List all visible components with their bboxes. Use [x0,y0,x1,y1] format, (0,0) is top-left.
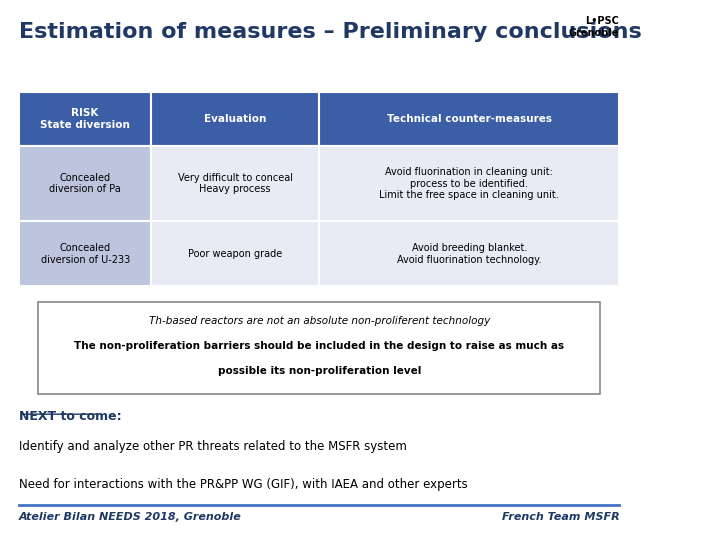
Text: Very difficult to conceal
Heavy process: Very difficult to conceal Heavy process [178,173,293,194]
FancyBboxPatch shape [38,302,600,394]
Text: L•PSC
Grenoble: L•PSC Grenoble [569,16,619,38]
Text: NEXT to come:: NEXT to come: [19,410,122,423]
FancyBboxPatch shape [151,221,319,286]
FancyBboxPatch shape [319,92,619,146]
FancyBboxPatch shape [19,92,151,146]
Text: Avoid breeding blanket.
Avoid fluorination technology.: Avoid breeding blanket. Avoid fluorinati… [397,243,541,265]
FancyBboxPatch shape [19,146,151,221]
Text: RISK
State diversion: RISK State diversion [40,108,130,130]
FancyBboxPatch shape [19,221,151,286]
Text: Concealed
diversion of U-233: Concealed diversion of U-233 [40,243,130,265]
Text: Concealed
diversion of Pa: Concealed diversion of Pa [49,173,121,194]
Text: Atelier Bilan NEEDS 2018, Grenoble: Atelier Bilan NEEDS 2018, Grenoble [19,512,242,522]
Text: Th-based reactors are not an absolute non-proliferent technology: Th-based reactors are not an absolute no… [148,316,490,326]
Text: French Team MSFR: French Team MSFR [502,512,619,522]
Text: Poor weapon grade: Poor weapon grade [188,249,282,259]
Text: Need for interactions with the PR&PP WG (GIF), with IAEA and other experts: Need for interactions with the PR&PP WG … [19,478,468,491]
Text: Evaluation: Evaluation [204,114,266,124]
FancyBboxPatch shape [151,146,319,221]
Text: The non-proliferation barriers should be included in the design to raise as much: The non-proliferation barriers should be… [74,341,564,350]
Text: Avoid fluorination in cleaning unit:
process to be identified.
Limit the free sp: Avoid fluorination in cleaning unit: pro… [379,167,559,200]
FancyBboxPatch shape [319,221,619,286]
Text: Technical counter-measures: Technical counter-measures [387,114,552,124]
Text: Estimation of measures – Preliminary conclusions: Estimation of measures – Preliminary con… [19,22,642,42]
Text: possible its non-proliferation level: possible its non-proliferation level [217,366,421,376]
FancyBboxPatch shape [319,146,619,221]
Text: Identify and analyze other PR threats related to the MSFR system: Identify and analyze other PR threats re… [19,440,407,453]
FancyBboxPatch shape [151,92,319,146]
